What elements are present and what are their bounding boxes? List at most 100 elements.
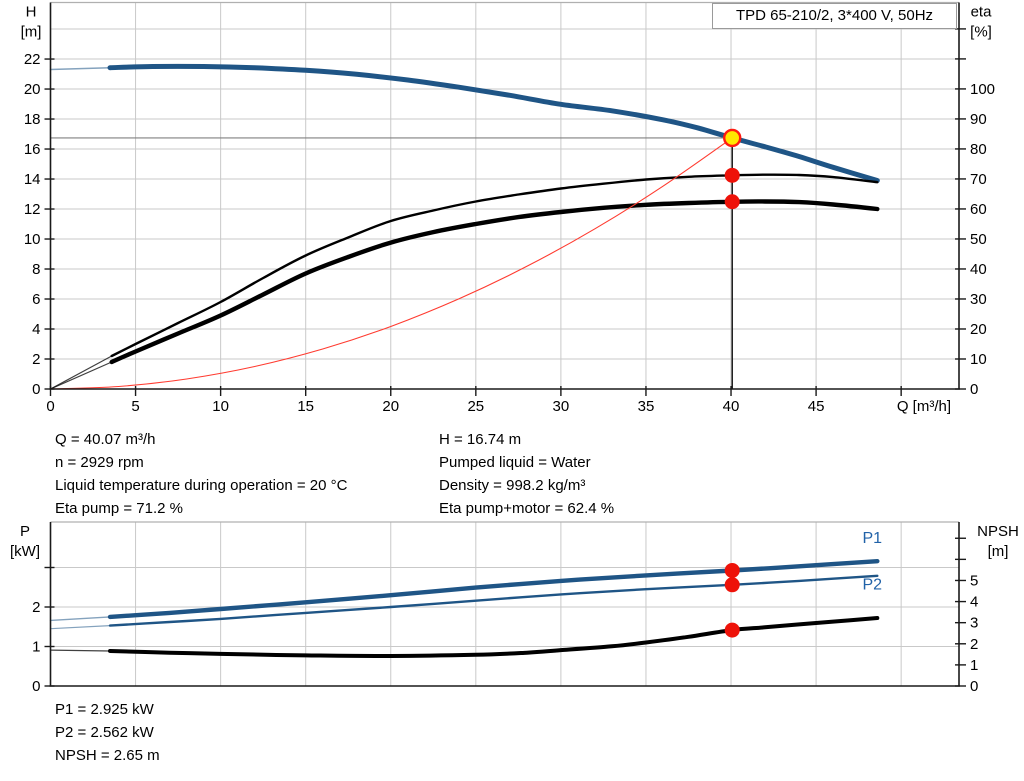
right-tick-label: 5 bbox=[970, 572, 978, 589]
power-npsh-chart: 0 1 2 0 1 2 3 4 5 P [kW] NPSH [m] P1 P2 bbox=[10, 521, 1019, 695]
axes bbox=[49, 522, 960, 687]
power-npsh-result-block: P1 = 2.925 kW P2 = 2.562 kW NPSH = 2.65 m bbox=[55, 698, 160, 767]
right-tick-label: 0 bbox=[970, 381, 978, 398]
duty-point-marker bbox=[723, 128, 742, 148]
info-line: P1 = 2.925 kW bbox=[55, 701, 154, 718]
x-tick-label: 5 bbox=[131, 398, 139, 415]
x-tick-label: 45 bbox=[808, 398, 825, 415]
right-tick-label: 30 bbox=[970, 291, 987, 308]
head-curve-lead-in bbox=[49, 66, 111, 71]
right-tick-label: 50 bbox=[970, 231, 987, 248]
npsh-curve bbox=[108, 616, 880, 659]
info-line: n = 2929 rpm bbox=[55, 454, 144, 471]
info-line: H = 16.74 m bbox=[439, 431, 522, 448]
left-axis-title: [m] bbox=[21, 24, 42, 41]
right-tick-label: 100 bbox=[970, 81, 995, 98]
eta-pump-motor-dot bbox=[724, 194, 740, 210]
left-tick-label: 2 bbox=[32, 599, 40, 616]
right-axis-title: [m] bbox=[988, 543, 1009, 560]
left-axis-title: P bbox=[20, 523, 30, 540]
p2-curve-lead-in bbox=[49, 625, 111, 630]
left-axis-title: [kW] bbox=[10, 543, 40, 560]
left-tick-label: 22 bbox=[24, 51, 41, 68]
left-tick-label: 14 bbox=[24, 171, 41, 188]
p1-curve bbox=[107, 559, 880, 620]
p2-curve bbox=[108, 574, 879, 627]
system-curve bbox=[49, 137, 733, 390]
right-axis-title: NPSH bbox=[977, 523, 1019, 540]
series-group bbox=[49, 63, 880, 390]
right-tick-label: 70 bbox=[970, 171, 987, 188]
p2-dot bbox=[724, 577, 740, 593]
x-tick-label: 20 bbox=[382, 398, 399, 415]
tick-group: 0 1 2 0 1 2 3 4 5 P [kW] NPSH [m] bbox=[10, 523, 1019, 695]
p2-label: P2 bbox=[862, 577, 882, 594]
left-tick-label: 18 bbox=[24, 111, 41, 128]
right-tick-label: 40 bbox=[970, 261, 987, 278]
qh-eta-chart: 0 5 10 15 20 25 30 35 40 45 Q [m³/h] 0 2 4 6 8 10 12 14 16 1… bbox=[21, 1, 995, 416]
operating-data-right-column: H = 16.74 m Pumped liquid = Water Density … bbox=[439, 428, 614, 520]
p1-dot bbox=[724, 562, 740, 578]
marker-group bbox=[723, 128, 742, 210]
left-tick-label: 10 bbox=[24, 231, 41, 248]
series-group bbox=[49, 559, 880, 659]
info-line: Eta pump+motor = 62.4 % bbox=[439, 500, 615, 517]
eta-pump-curve bbox=[110, 173, 879, 358]
x-tick-label: 35 bbox=[638, 398, 655, 415]
eta-pump-dot bbox=[724, 167, 740, 183]
p1-curve-lead-in bbox=[49, 616, 111, 622]
operating-data-left-column: Q = 40.07 m³/h n = 2929 rpm Liquid tempera… bbox=[55, 428, 347, 520]
left-axis-title: H bbox=[26, 4, 37, 21]
right-axis-title: eta bbox=[971, 4, 993, 21]
x-tick-label: 0 bbox=[46, 398, 54, 415]
info-line: Pumped liquid = Water bbox=[439, 454, 591, 471]
info-line: Liquid temperature during operation = 20… bbox=[55, 477, 348, 494]
x-tick-label: 40 bbox=[723, 398, 740, 415]
left-tick-label: 0 bbox=[32, 381, 40, 398]
info-line: Density = 998.2 kg/m³ bbox=[439, 477, 586, 494]
right-tick-label: 60 bbox=[970, 201, 987, 218]
info-line: Q = 40.07 m³/h bbox=[55, 431, 156, 448]
left-tick-label: 2 bbox=[32, 351, 40, 368]
marker-group bbox=[724, 562, 740, 638]
right-tick-label: 0 bbox=[970, 678, 978, 695]
gridlines bbox=[50, 1, 959, 389]
axes bbox=[49, 2, 960, 390]
x-tick-label: 15 bbox=[297, 398, 314, 415]
right-axis-title: [%] bbox=[970, 24, 992, 41]
eta-pump-motor-curve bbox=[109, 199, 880, 365]
tick-group: 0 5 10 15 20 25 30 35 40 45 Q [m³/h] 0 2 4 6 8 10 12 14 16 1… bbox=[21, 4, 995, 416]
info-line: Eta pump = 71.2 % bbox=[55, 500, 183, 517]
right-tick-label: 2 bbox=[970, 636, 978, 653]
left-tick-label: 1 bbox=[32, 639, 40, 656]
info-line: P2 = 2.562 kW bbox=[55, 724, 154, 741]
right-tick-label: 1 bbox=[970, 657, 978, 674]
left-tick-label: 20 bbox=[24, 81, 41, 98]
right-tick-label: 90 bbox=[970, 111, 987, 128]
right-tick-label: 80 bbox=[970, 141, 987, 158]
left-tick-label: 16 bbox=[24, 141, 41, 158]
pump-title-box: TPD 65-210/2, 3*400 V, 50Hz bbox=[712, 3, 957, 29]
x-tick-label: 10 bbox=[212, 398, 229, 415]
p1-label: P1 bbox=[862, 530, 882, 547]
left-tick-label: 0 bbox=[32, 678, 40, 695]
right-tick-label: 3 bbox=[970, 615, 978, 632]
left-tick-label: 8 bbox=[32, 261, 40, 278]
x-axis-title: Q [m³/h] bbox=[897, 398, 951, 415]
x-tick-label: 30 bbox=[553, 398, 570, 415]
right-tick-label: 10 bbox=[970, 351, 987, 368]
left-tick-label: 4 bbox=[32, 321, 40, 338]
info-line: NPSH = 2.65 m bbox=[55, 747, 160, 764]
gridlines bbox=[50, 521, 959, 686]
npsh-curve-lead-in bbox=[49, 649, 111, 652]
npsh-dot bbox=[724, 622, 740, 638]
left-tick-label: 12 bbox=[24, 201, 41, 218]
right-tick-label: 20 bbox=[970, 321, 987, 338]
right-tick-label: 4 bbox=[970, 594, 978, 611]
eta-pump-motor-curve-lead-in bbox=[49, 361, 113, 390]
head-curve bbox=[107, 63, 880, 183]
x-tick-label: 25 bbox=[467, 398, 484, 415]
eta-pump-curve-lead-in bbox=[49, 355, 113, 390]
